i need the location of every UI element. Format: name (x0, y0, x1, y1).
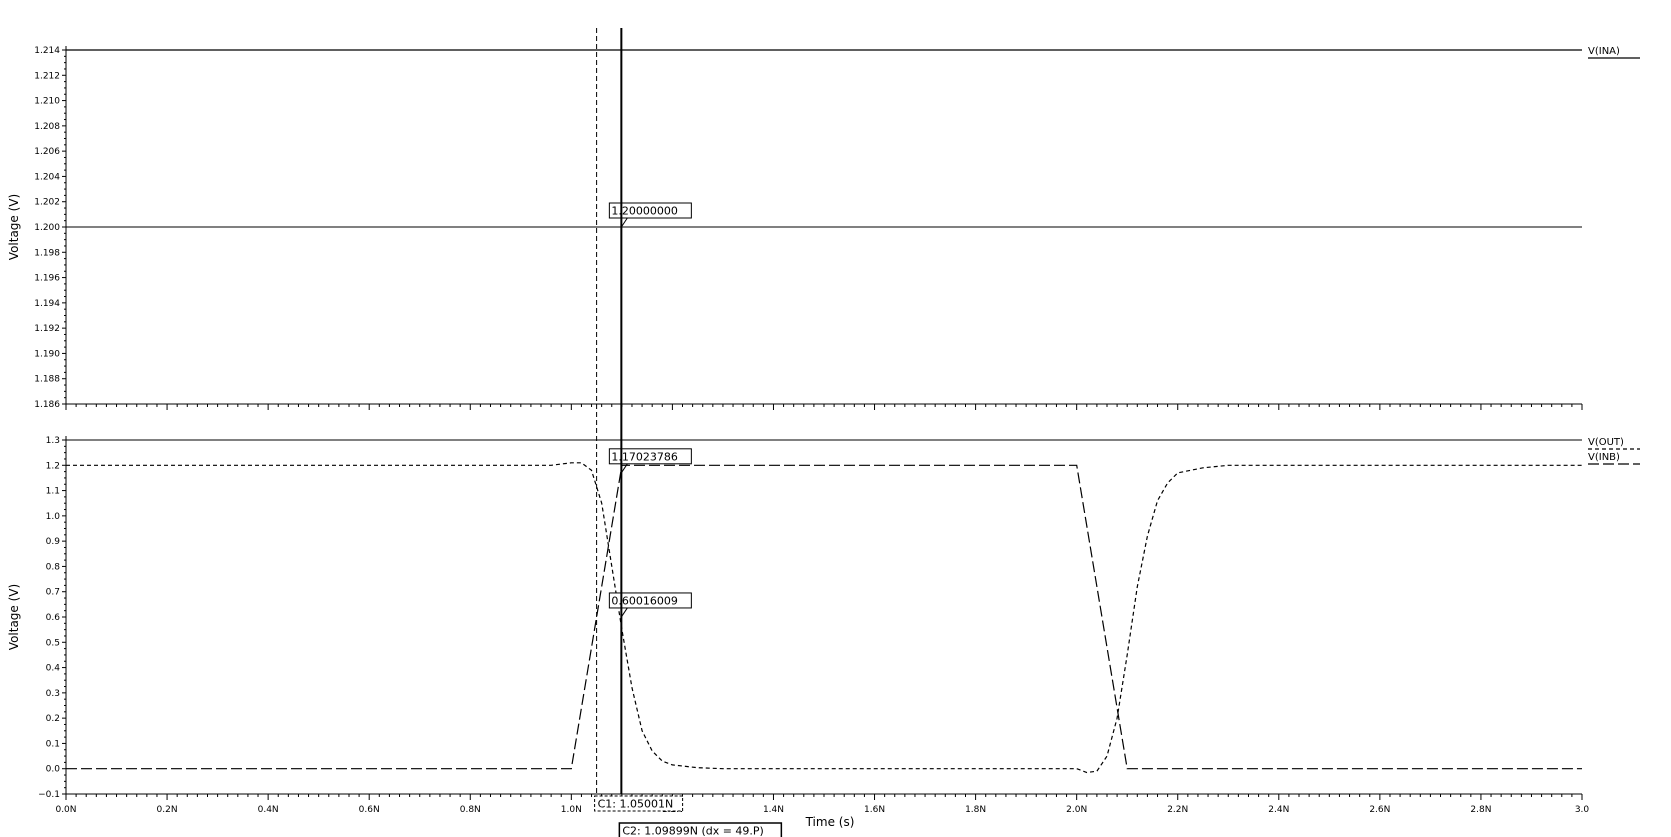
y-tick-label: 0.2 (46, 714, 60, 724)
x-tick-label: 1.0N (561, 805, 582, 815)
plot-panel-2: 1.3 1.2 1.1 1.0 0.9 0.8 0.7 0.6 0.5 0.4 0.3 0.2 0.1 0… (7, 436, 1640, 829)
y-tick-label: 1.210 (34, 97, 60, 107)
x-tick-label: 3.0 (1575, 805, 1590, 815)
marker-value: 1.20000000 (611, 205, 677, 218)
y-tick-label: 0.9 (46, 537, 61, 547)
legend-label: V(INB) (1588, 452, 1620, 463)
x-tick-label: 1.6N (864, 805, 885, 815)
x-tick-label: 2.2N (1167, 805, 1188, 815)
plot-layer: 1.214 1.212 1.210 1.208 1.206 1.204 1.202 1.200… (7, 46, 1640, 829)
y-tick-label: 1.202 (34, 198, 60, 208)
y-axis-title: Voltage (V) (7, 584, 21, 650)
y-tick-label: 1.194 (34, 299, 60, 309)
marker-box (608, 448, 692, 465)
y-tick-label: 1.190 (34, 349, 60, 359)
y-tick-label: 1.2 (46, 461, 60, 471)
cursor-c2[interactable]: C2: 1.09899N (dx = 49.P) (618, 28, 783, 837)
cursor-label-box[interactable] (594, 795, 684, 812)
marker-box (608, 592, 692, 609)
legend-label: V(OUT) (1588, 437, 1624, 448)
x-tick-label: 0.6N (359, 805, 380, 815)
x-tick-label: 0.4N (258, 805, 279, 815)
y-tick-label: 0.7 (46, 588, 60, 598)
y-tick-label: 0.0 (46, 765, 61, 775)
y-axis-title: Voltage (V) (7, 194, 21, 260)
y-tick-label: 1.212 (34, 71, 60, 81)
x-tick-label: 2.6N (1369, 805, 1390, 815)
series-line-0 (66, 462, 1582, 774)
y-tick-label: 0.4 (46, 664, 61, 674)
y-tick-label: −0.1 (38, 790, 60, 800)
y-tick-label: 1.200 (34, 223, 60, 233)
marker-value: 1.17023786 (611, 450, 677, 463)
y-tick-label: 1.0 (46, 512, 61, 522)
x-tick-label: 0.2N (157, 805, 178, 815)
y-tick-label: 0.1 (46, 739, 60, 749)
cursor-marker: 1.17023786 (608, 448, 692, 474)
cursor-label-box[interactable] (618, 822, 783, 837)
x-tick-label: 2.4N (1268, 805, 1289, 815)
y-tick-label: 1.198 (34, 248, 60, 258)
x-tick-label: 1.8N (965, 805, 986, 815)
plot-panel-1: 1.214 1.212 1.210 1.208 1.206 1.204 1.202 1.200… (7, 46, 1640, 410)
y-tick-label: 1.206 (34, 147, 60, 157)
x-tick-label: 0.8N (460, 805, 481, 815)
y-tick-label: 1.1 (46, 487, 60, 497)
y-tick-label: 1.196 (34, 274, 60, 284)
cursor-label[interactable]: C2: 1.09899N (dx = 49.P) (622, 825, 764, 837)
y-tick-label: 1.204 (34, 172, 60, 182)
x-tick-label: 2.8N (1470, 805, 1491, 815)
cursor-layer[interactable]: C1: 1.05001N C2: 1.09899N (dx = 49.P) (594, 28, 783, 837)
y-tick-label: 1.186 (34, 400, 60, 410)
y-tick-label: 1.3 (46, 436, 60, 446)
marker-value: 0.60016009 (611, 594, 677, 607)
x-axis-title: Time (s) (805, 815, 855, 829)
cursor-marker: 0.60016009 (608, 592, 692, 618)
y-tick-label: 0.3 (46, 689, 60, 699)
y-tick-label: 1.188 (34, 375, 60, 385)
y-tick-label: 1.208 (34, 122, 60, 132)
y-tick-label: 0.5 (46, 638, 60, 648)
x-tick-label: 0.0N (55, 805, 76, 815)
y-tick-label: 1.192 (34, 324, 60, 334)
cursor-label[interactable]: C1: 1.05001N (598, 798, 674, 811)
y-tick-label: 0.6 (46, 613, 61, 623)
x-tick-label: 2.0N (1066, 805, 1087, 815)
x-tick-label: 1.4N (763, 805, 784, 815)
series-line-1 (66, 464, 1582, 770)
marker-box (608, 202, 692, 219)
cursor-marker: 1.20000000 (608, 202, 692, 228)
legend-label: V(INA) (1588, 46, 1620, 57)
cursor-c1[interactable]: C1: 1.05001N (594, 28, 684, 812)
y-tick-label: 1.214 (34, 46, 60, 56)
y-tick-label: 0.8 (46, 562, 61, 572)
